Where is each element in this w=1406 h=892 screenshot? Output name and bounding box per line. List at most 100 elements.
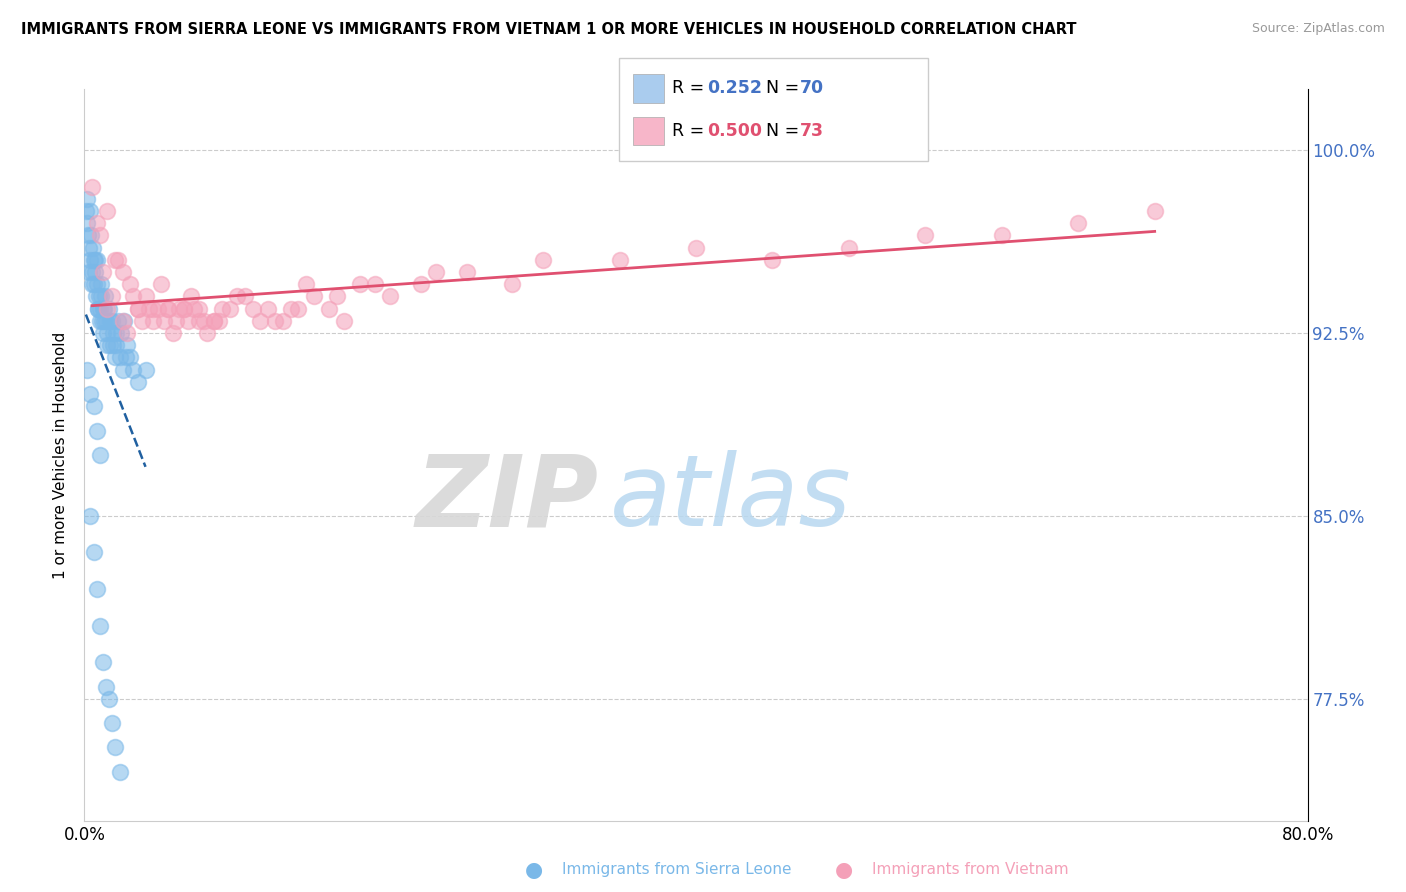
Point (425, 265, 447, 279)
Point (79, 204, 101, 219)
Point (83, 545, 105, 559)
Point (318, 301, 340, 316)
Text: ●: ● (526, 860, 543, 880)
Point (188, 301, 211, 316)
Point (111, 362, 134, 376)
Point (112, 314, 135, 328)
Point (94, 680, 117, 694)
Point (120, 351, 142, 365)
Text: Immigrants from Sierra Leone: Immigrants from Sierra Leone (562, 863, 792, 877)
Point (131, 314, 153, 328)
Point (409, 277, 432, 292)
Point (101, 314, 124, 328)
Point (173, 301, 195, 316)
Point (257, 301, 280, 316)
Point (77, 228, 100, 243)
Point (108, 351, 131, 365)
Point (115, 326, 138, 340)
Point (79, 252, 101, 267)
Point (76, 192, 98, 206)
Point (96, 326, 118, 340)
Point (91, 326, 114, 340)
Point (79, 508, 101, 523)
Point (249, 314, 271, 328)
Point (271, 314, 294, 328)
Point (76, 362, 98, 376)
Point (380, 289, 402, 303)
Point (104, 740, 127, 755)
Point (115, 338, 138, 352)
Point (110, 326, 132, 340)
Text: R =: R = (672, 122, 710, 140)
Point (90, 289, 112, 303)
Point (135, 362, 157, 376)
Point (202, 314, 225, 328)
Point (122, 289, 145, 303)
Point (127, 301, 149, 316)
Point (87, 301, 110, 316)
Point (685, 241, 707, 255)
Point (101, 716, 124, 731)
Point (93, 314, 115, 328)
Point (89, 314, 111, 328)
Point (105, 338, 128, 352)
Point (349, 277, 371, 292)
Text: Immigrants from Vietnam: Immigrants from Vietnam (872, 863, 1069, 877)
Point (80, 265, 103, 279)
Point (333, 314, 356, 328)
Text: N =: N = (766, 79, 806, 97)
Point (195, 326, 218, 340)
Point (77, 241, 100, 255)
Point (242, 301, 264, 316)
Point (146, 301, 169, 316)
Point (98, 314, 121, 328)
Y-axis label: 1 or more Vehicles in Household: 1 or more Vehicles in Household (53, 331, 69, 579)
Point (101, 289, 124, 303)
Point (96, 338, 118, 352)
Text: 70: 70 (800, 79, 824, 97)
Point (103, 326, 125, 340)
Point (761, 252, 783, 267)
Point (84, 265, 107, 279)
Point (82, 241, 104, 255)
Point (86, 424, 108, 438)
Point (80, 277, 103, 292)
Point (84, 252, 107, 267)
Point (79, 387, 101, 401)
Point (89, 448, 111, 462)
Point (364, 277, 387, 292)
Point (86, 216, 108, 230)
Point (218, 301, 240, 316)
Text: R =: R = (672, 79, 710, 97)
Point (83, 252, 105, 267)
Point (84, 289, 107, 303)
Point (264, 314, 287, 328)
Point (149, 277, 172, 292)
Point (94, 314, 117, 328)
Point (157, 301, 180, 316)
Text: N =: N = (766, 122, 806, 140)
Point (142, 314, 165, 328)
Point (93, 301, 115, 316)
Point (111, 265, 134, 279)
Point (233, 289, 256, 303)
Point (609, 252, 631, 267)
Point (80, 228, 103, 243)
Point (75, 204, 97, 219)
Point (89, 301, 111, 316)
Point (93, 301, 115, 316)
Point (83, 277, 105, 292)
Text: atlas: atlas (610, 450, 852, 548)
Point (914, 228, 936, 243)
Point (838, 241, 860, 255)
Text: IMMIGRANTS FROM SIERRA LEONE VS IMMIGRANTS FROM VIETNAM 1 OR MORE VEHICLES IN HO: IMMIGRANTS FROM SIERRA LEONE VS IMMIGRAN… (21, 22, 1077, 37)
Point (114, 351, 136, 365)
Point (87, 301, 110, 316)
Point (1067, 216, 1090, 230)
Point (111, 314, 134, 328)
Text: 73: 73 (800, 122, 824, 140)
Point (103, 338, 125, 352)
Point (173, 301, 195, 316)
Point (183, 301, 205, 316)
Point (165, 314, 187, 328)
